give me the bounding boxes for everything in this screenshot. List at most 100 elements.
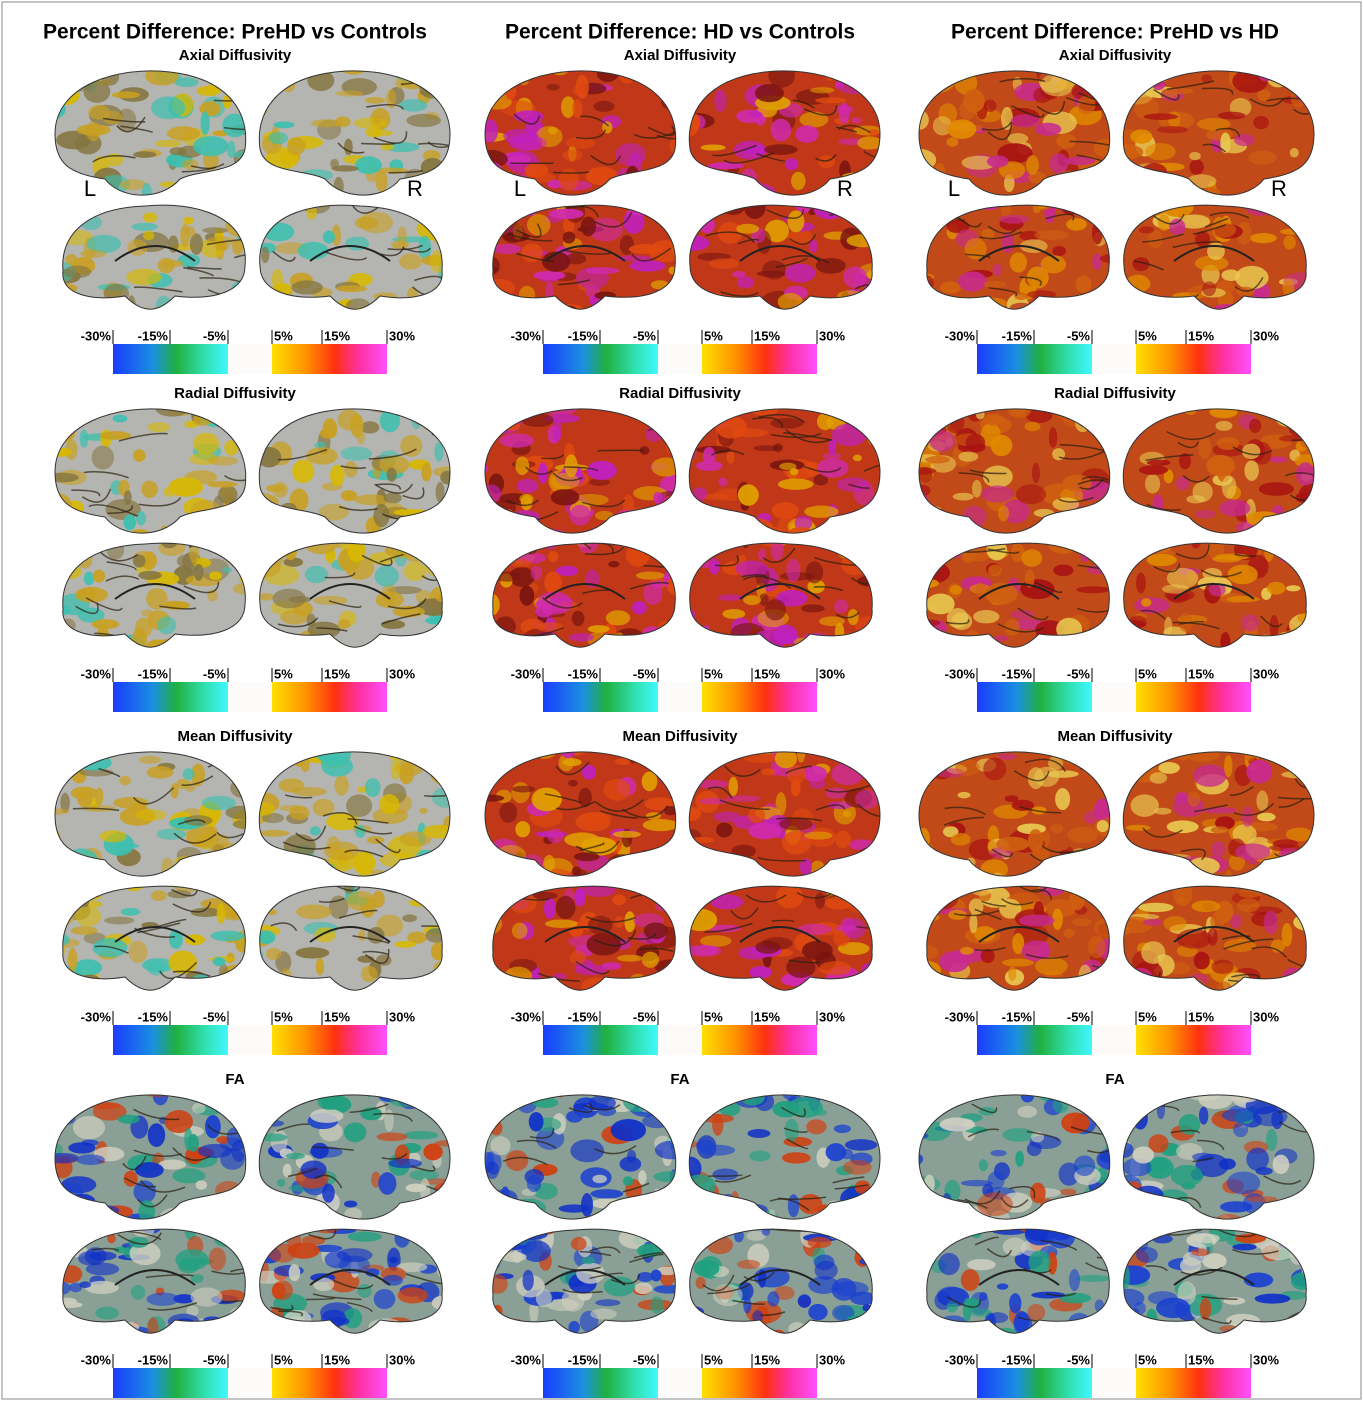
brain-blob [650, 1296, 664, 1314]
brain-blob [93, 1204, 109, 1218]
sulcus [1175, 1196, 1202, 1208]
sulcus [1172, 621, 1220, 630]
brain-blob [169, 147, 187, 156]
brain-blob [1076, 586, 1110, 594]
brain-blob [653, 1171, 676, 1183]
brain-blob [426, 70, 450, 83]
brain-blob [374, 565, 399, 587]
sulcus [88, 504, 139, 517]
sulcus [659, 1193, 676, 1208]
brain-blob [944, 1094, 971, 1103]
brain-blob [441, 1272, 443, 1295]
colorbar-label: -15% [138, 328, 169, 343]
brain-blob [322, 418, 338, 439]
brain-blob [434, 205, 443, 208]
brain-blob [406, 113, 442, 128]
brain-blob [383, 492, 402, 504]
brain-blob [1073, 873, 1086, 877]
brain-blob [45, 865, 73, 881]
brain-blob [421, 462, 432, 482]
brain-blob [1012, 932, 1025, 955]
brain-blob [259, 1207, 272, 1219]
brain-blob [429, 313, 443, 324]
colorbar-label: 5% [704, 666, 723, 681]
brain-blob [285, 1152, 305, 1160]
brain-blob [67, 979, 85, 986]
brain-surface [55, 751, 246, 877]
brain-blob [151, 890, 167, 902]
brain-blob [1033, 508, 1055, 518]
brain-blob [213, 886, 233, 889]
brain-blob [103, 283, 130, 304]
sulcus [75, 602, 99, 615]
brain-surface [689, 1094, 880, 1220]
sulcus [1045, 1292, 1076, 1297]
sulcus [133, 1108, 180, 1121]
sulcus [72, 807, 120, 812]
brain-blob [837, 543, 860, 560]
brain-blob [282, 1163, 292, 1178]
brain-blob [652, 70, 671, 80]
brain-blob [259, 1191, 287, 1210]
sulcus [1070, 1126, 1110, 1137]
brain-blob [1178, 864, 1187, 871]
sulcus [1177, 441, 1200, 449]
brain-blob [217, 1289, 246, 1302]
sulcus [1085, 1259, 1110, 1272]
brain-blob [519, 585, 535, 606]
brain-blob [743, 753, 779, 763]
brain-blob [505, 1150, 529, 1171]
brain-blob [919, 827, 930, 851]
brain-blob [278, 526, 298, 540]
brain-blob [141, 609, 154, 617]
brain-blob [1069, 887, 1085, 911]
brain-blob [75, 1215, 104, 1220]
colorbar-positive [702, 1368, 817, 1398]
brain-blob [796, 751, 806, 763]
brain-outline [1122, 70, 1315, 196]
brain-blob [1187, 857, 1220, 876]
brain-blob [1302, 1229, 1307, 1231]
brain-blob [974, 1331, 992, 1334]
brain-blob [1209, 408, 1238, 419]
sulcus [362, 950, 389, 956]
brain-blob [999, 214, 1030, 224]
brain-blob [92, 938, 128, 958]
brain-blob [810, 860, 826, 877]
brain-blob [1177, 214, 1211, 229]
sulcus [230, 1268, 246, 1275]
brain-blob [1138, 902, 1174, 913]
brain-outline [926, 204, 1110, 310]
brain-blob [631, 1209, 662, 1220]
brain-blob [273, 121, 295, 129]
sulcus [1019, 805, 1062, 814]
brain-blob [62, 551, 71, 574]
brain-blob [151, 96, 186, 120]
brain-surface [919, 751, 1110, 877]
brain-blob [720, 643, 755, 648]
brain-blob [1006, 314, 1030, 322]
brain-blob [1221, 475, 1237, 499]
brain-blob [488, 866, 515, 874]
brain-blob [107, 1233, 116, 1244]
brain-blob [771, 502, 799, 519]
brain-blob [749, 1150, 771, 1162]
sulcus [589, 1246, 621, 1254]
brain-blob [1253, 288, 1264, 309]
brain-blob [55, 408, 80, 421]
sulcus [786, 1138, 809, 1150]
brain-blob [1194, 255, 1229, 272]
sulcus [544, 793, 583, 804]
brain-blob [749, 966, 772, 979]
brain-blob [868, 70, 877, 78]
brain-blob [744, 205, 766, 220]
brain-blob [411, 409, 422, 430]
sulcus [584, 546, 625, 556]
sulcus [1234, 553, 1257, 557]
brain-blob [694, 1199, 725, 1220]
brain-blob [271, 268, 283, 291]
brain-blob [329, 989, 363, 991]
sulcus [1145, 1265, 1168, 1272]
brain-blob [645, 171, 664, 196]
brain-blob [960, 1269, 980, 1291]
